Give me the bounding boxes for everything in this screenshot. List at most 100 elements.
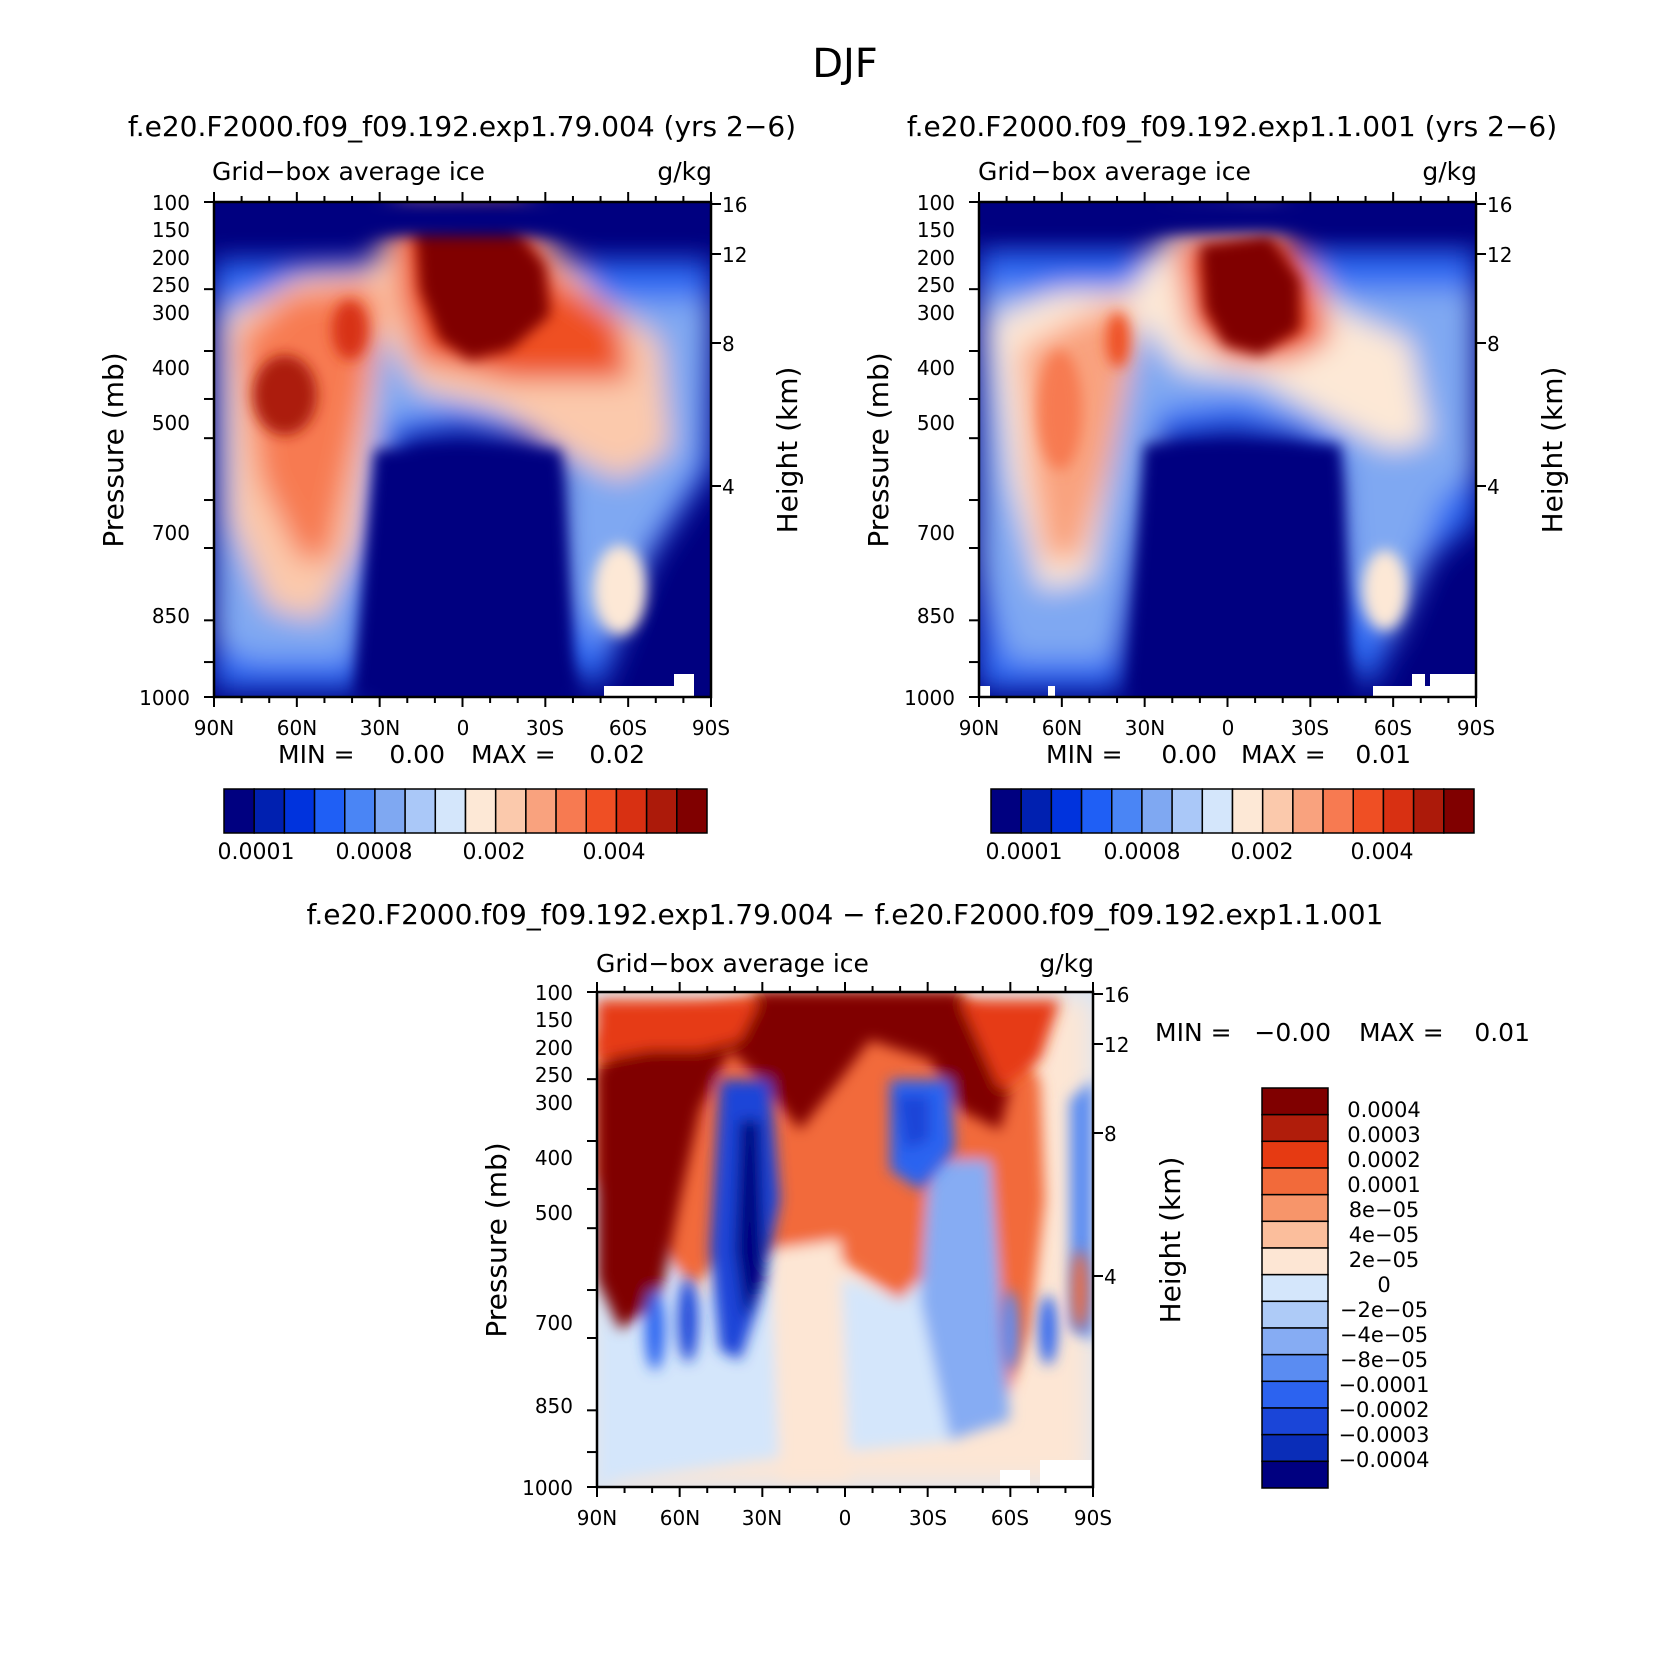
colorbar-swatch bbox=[1261, 1167, 1329, 1196]
y-tick-label: 250 bbox=[917, 273, 955, 297]
colorbar-swatch bbox=[313, 788, 346, 834]
panel-exp1-79-004: f.e20.F2000.f09_f09.192.exp1.79.004 (yrs… bbox=[97, 110, 804, 865]
colorbar-swatch bbox=[404, 788, 437, 834]
min-label: MIN = bbox=[1155, 1018, 1232, 1047]
y-tick-label: 200 bbox=[535, 1036, 573, 1060]
y-tick-label: 850 bbox=[535, 1394, 573, 1418]
x-tick-label: 90S bbox=[1074, 1506, 1112, 1530]
min-value: 0.00 bbox=[1161, 740, 1217, 769]
y-tick-label: 700 bbox=[535, 1311, 573, 1335]
max-value: 0.02 bbox=[589, 740, 645, 769]
colorbar-label: 0.0008 bbox=[1104, 840, 1181, 865]
x-tick-label: 60N bbox=[277, 716, 317, 740]
y-tick-label: 850 bbox=[917, 604, 955, 628]
colorbar-swatch bbox=[1261, 1407, 1329, 1436]
y-tick-label: 1000 bbox=[522, 1476, 573, 1500]
panel-title: f.e20.F2000.f09_f09.192.exp1.79.004 (yrs… bbox=[128, 110, 796, 143]
colorbar-label: −0.0002 bbox=[1338, 1398, 1429, 1422]
colorbar bbox=[1261, 1087, 1329, 1489]
colorbar-swatch bbox=[676, 788, 708, 834]
max-label: MAX = bbox=[1359, 1018, 1444, 1047]
y-tick-label: 250 bbox=[535, 1063, 573, 1087]
y-tick-label: 150 bbox=[152, 218, 190, 242]
x-tick-label: 30S bbox=[1291, 716, 1329, 740]
colorbar-label: 0.002 bbox=[463, 840, 526, 865]
colorbar-swatch bbox=[283, 788, 316, 834]
colorbar-label: −8e−05 bbox=[1340, 1348, 1428, 1372]
height-tick-label: 8 bbox=[1487, 332, 1500, 356]
colorbar-swatch bbox=[253, 788, 286, 834]
y-tick-label: 1000 bbox=[139, 686, 190, 710]
x-tick-label: 60S bbox=[991, 1506, 1029, 1530]
colorbar-swatch bbox=[344, 788, 376, 834]
x-tick-label: 60S bbox=[1374, 716, 1412, 740]
colorbar-label: 0.0001 bbox=[218, 840, 295, 865]
colorbar-swatch bbox=[374, 788, 406, 834]
colorbar-swatch bbox=[615, 788, 648, 834]
colorbar-swatch bbox=[223, 788, 255, 834]
x-tick-label: 0 bbox=[457, 716, 470, 740]
colorbar-swatch bbox=[525, 788, 557, 834]
y-tick-label: 200 bbox=[917, 246, 955, 270]
y-tick-label: 400 bbox=[917, 356, 955, 380]
x-tick-label: 30N bbox=[360, 716, 400, 740]
colorbar-label: 2e−05 bbox=[1349, 1248, 1420, 1272]
colorbar bbox=[990, 788, 1475, 834]
height-tick-label: 16 bbox=[1487, 193, 1512, 217]
x-tick-label: 60N bbox=[1042, 716, 1082, 740]
y-axis-label-right: Height (km) bbox=[1536, 367, 1569, 534]
x-tick-label: 90N bbox=[577, 1506, 617, 1530]
colorbar-label: 0.0002 bbox=[1347, 1148, 1420, 1172]
colorbar-swatch bbox=[585, 788, 618, 834]
colorbar-label: 0.0004 bbox=[1347, 1098, 1420, 1122]
min-label: MIN = bbox=[1046, 740, 1123, 769]
colorbar-swatch bbox=[1261, 1433, 1329, 1463]
diff-title: f.e20.F2000.f09_f09.192.exp1.79.004 − f.… bbox=[307, 898, 1384, 931]
right-subtitle: g/kg bbox=[657, 157, 712, 186]
colorbar-swatch bbox=[1171, 788, 1204, 834]
right-subtitle: g/kg bbox=[1422, 157, 1477, 186]
contour-field bbox=[214, 202, 711, 697]
colorbar-swatch bbox=[1261, 1113, 1329, 1143]
x-tick-label: 90N bbox=[959, 716, 999, 740]
y-tick-label: 500 bbox=[535, 1201, 573, 1225]
colorbar-swatch bbox=[464, 788, 497, 834]
colorbar-swatch bbox=[1261, 1247, 1329, 1276]
colorbar-label: 0.0001 bbox=[1347, 1173, 1420, 1197]
colorbar-swatch bbox=[1141, 788, 1173, 834]
y-tick-label: 1000 bbox=[904, 686, 955, 710]
colorbar-swatch bbox=[1261, 1460, 1329, 1489]
colorbar-swatch bbox=[1201, 788, 1234, 834]
colorbar-swatch bbox=[1261, 1353, 1329, 1383]
y-tick-label: 100 bbox=[535, 981, 573, 1005]
colorbar-swatch bbox=[1261, 1087, 1329, 1116]
panel-exp1-1-001: f.e20.F2000.f09_f09.192.exp1.1.001 (yrs … bbox=[862, 110, 1569, 865]
y-tick-label: 300 bbox=[917, 301, 955, 325]
colorbar-swatch bbox=[494, 788, 527, 834]
colorbar-label: −0.0003 bbox=[1338, 1423, 1429, 1447]
colorbar-swatch bbox=[1080, 788, 1113, 834]
left-subtitle: Grid−box average ice bbox=[596, 949, 869, 978]
height-tick-label: 4 bbox=[1104, 1265, 1117, 1289]
colorbar-swatch bbox=[1261, 1220, 1329, 1249]
height-tick-label: 12 bbox=[1487, 243, 1512, 267]
y-tick-label: 500 bbox=[917, 411, 955, 435]
y-tick-label: 850 bbox=[152, 604, 190, 628]
colorbar-label: 8e−05 bbox=[1349, 1198, 1420, 1222]
left-subtitle: Grid−box average ice bbox=[212, 157, 485, 186]
colorbar-swatch bbox=[1261, 1140, 1329, 1169]
colorbar-swatch bbox=[990, 788, 1022, 834]
colorbar-swatch bbox=[1261, 1300, 1329, 1329]
y-tick-label: 300 bbox=[152, 301, 190, 325]
colorbar-swatch bbox=[1443, 788, 1475, 834]
x-tick-label: 30S bbox=[526, 716, 564, 740]
contour-field bbox=[597, 992, 1093, 1487]
y-tick-label: 250 bbox=[152, 273, 190, 297]
min-value: 0.00 bbox=[389, 740, 445, 769]
colorbar-label: −2e−05 bbox=[1340, 1298, 1428, 1322]
y-tick-label: 150 bbox=[917, 218, 955, 242]
colorbar-swatch bbox=[1261, 788, 1294, 834]
y-tick-label: 400 bbox=[152, 356, 190, 380]
colorbar-label: 0.0001 bbox=[986, 840, 1063, 865]
colorbar-label: −0.0004 bbox=[1338, 1448, 1429, 1472]
